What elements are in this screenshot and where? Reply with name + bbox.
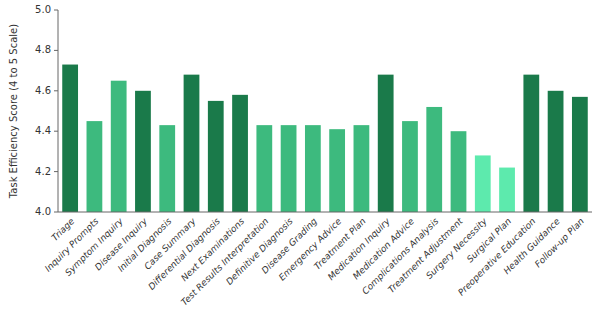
x-axis-line <box>58 212 592 213</box>
bar <box>402 121 418 212</box>
bar <box>111 81 127 212</box>
bar <box>135 91 151 212</box>
y-tick <box>54 50 58 51</box>
y-tick-label: 5.0 <box>35 4 51 15</box>
y-tick-label: 4.8 <box>35 44 51 55</box>
bar <box>451 131 467 212</box>
y-tick-label: 4.6 <box>35 85 51 96</box>
bar <box>572 97 588 212</box>
y-axis-label: Task Efficiency Score (4 to 5 Scale) <box>8 24 19 199</box>
bar <box>87 121 103 212</box>
y-tick <box>54 212 58 213</box>
bar <box>548 91 564 212</box>
x-axis: TriageInquiry PromptsSymptom InquiryDise… <box>43 216 586 308</box>
y-tick-label: 4.2 <box>35 166 51 177</box>
bar <box>354 125 370 212</box>
y-tick-label: 4.4 <box>35 125 51 136</box>
bar <box>62 65 78 212</box>
x-tick-label: Test Results Interpretation <box>179 216 271 308</box>
bar <box>475 155 491 212</box>
x-tick-label: Follow-up Plan <box>533 216 586 269</box>
bar <box>159 125 175 212</box>
y-tick-label: 4.0 <box>35 206 51 217</box>
y-tick <box>54 171 58 172</box>
y-axis: 4.0 4.2 4.4 4.6 4.8 5.0 <box>35 4 58 217</box>
bar <box>281 125 297 212</box>
y-axis-line <box>58 10 59 212</box>
bar <box>378 75 394 212</box>
bar <box>329 129 345 212</box>
bar <box>305 125 321 212</box>
bar <box>523 75 539 212</box>
y-tick <box>54 10 58 11</box>
bar <box>499 168 515 212</box>
bar <box>426 107 442 212</box>
y-tick <box>54 90 58 91</box>
bars <box>62 65 588 212</box>
bar <box>208 101 224 212</box>
y-tick <box>54 131 58 132</box>
bar <box>184 75 200 212</box>
bar <box>256 125 272 212</box>
chart: 4.0 4.2 4.4 4.6 4.8 5.0 TriageInquiry PromptsS… <box>0 0 600 324</box>
bar <box>232 95 248 212</box>
